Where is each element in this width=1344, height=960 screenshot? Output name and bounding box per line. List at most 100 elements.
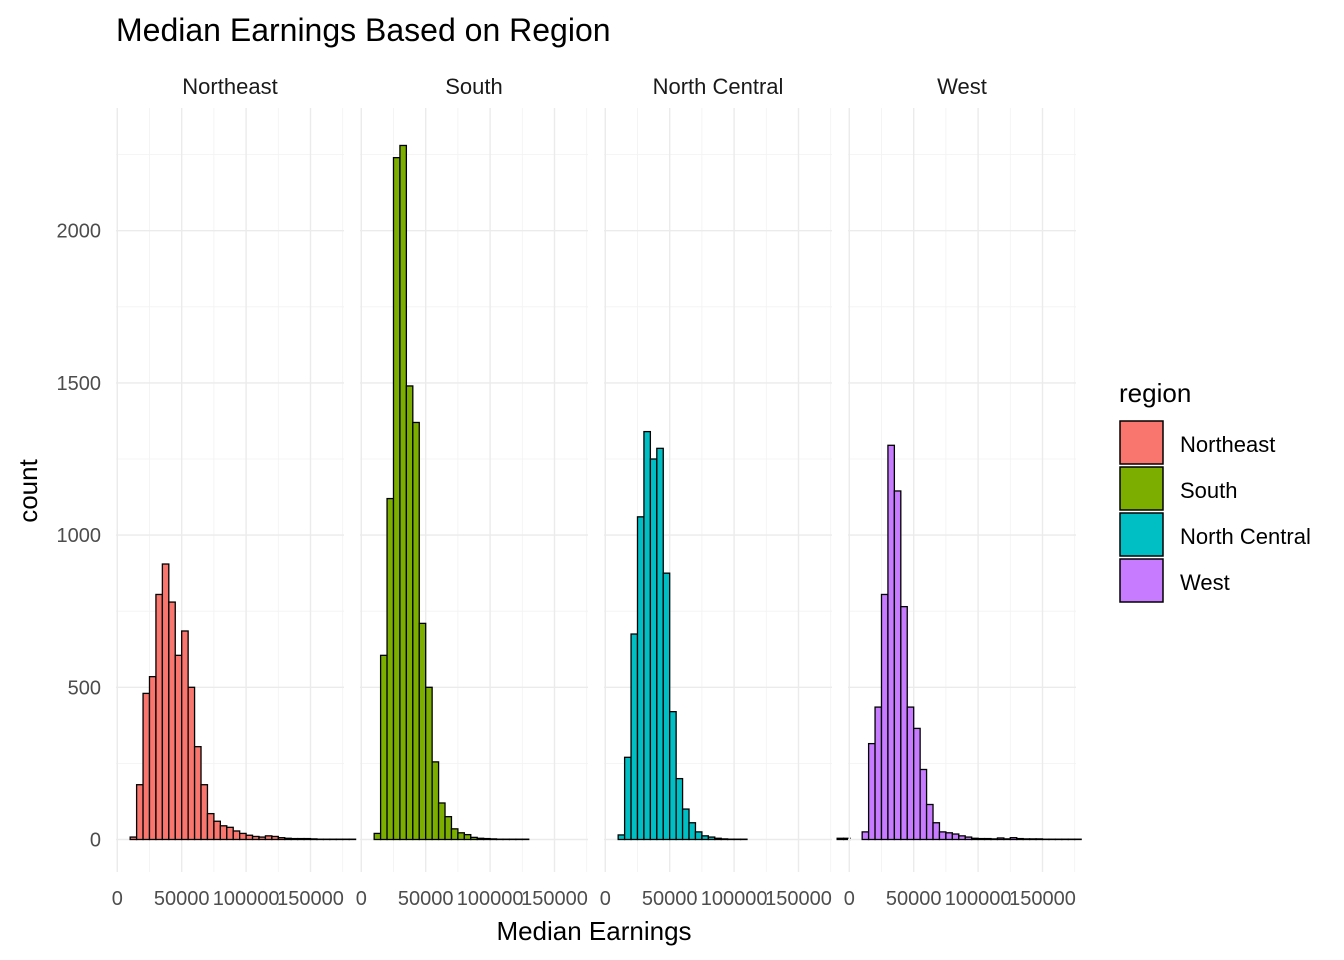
x-tick-label: 50000 [398,888,454,910]
histogram-bar [887,444,896,841]
histogram-bar [213,820,221,841]
x-tick-label: 0 [112,888,123,910]
histogram-bar [296,837,305,841]
histogram-bar [232,830,241,841]
facet-strip-label: Northeast [182,74,277,99]
histogram-bar [938,831,947,841]
histogram-bar [630,633,639,841]
facet-strip-label: South [445,74,503,99]
histogram-bar [200,784,209,841]
legend-label: Northeast [1180,432,1275,457]
histogram-bar [617,834,626,841]
histogram-bar [405,385,414,841]
histogram-bar [470,836,478,841]
histogram-bar [906,706,915,841]
histogram-bar [239,832,247,841]
histogram-bar [971,837,979,841]
legend-title: region [1119,378,1191,408]
histogram-bar [412,421,420,841]
histogram-bar [418,622,427,841]
y-tick-label: 500 [68,677,101,699]
histogram-bar [701,835,709,841]
histogram-bar [675,777,684,841]
legend-key [1119,512,1164,557]
histogram-bar [457,832,465,841]
histogram-bar [129,836,138,841]
histogram-bar [303,837,312,841]
x-tick-label: 50000 [154,888,210,910]
histogram-bar [643,430,652,841]
histogram-bar [206,812,215,841]
histogram-bar [694,831,703,841]
facet-strip-label: West [937,74,987,99]
histogram-bar [251,835,260,841]
x-tick-label: 100000 [457,888,524,910]
legend-label: West [1180,570,1230,595]
histogram-bar [996,837,1005,841]
x-tick-label: 150000 [521,888,588,910]
histogram-bar [649,458,658,841]
legend-label: South [1180,478,1238,503]
histogram-bar [861,831,870,841]
histogram-bar [309,838,318,841]
histogram-bar [161,563,170,841]
histogram-bar [483,837,491,841]
histogram-bar [444,816,453,841]
histogram-bar [135,784,144,841]
histogram-bar [476,837,485,841]
histogram-bar [174,654,183,841]
legend-key [1119,466,1164,511]
legend: region Northeast South North Central West [1119,378,1311,603]
histogram-bar [925,803,934,841]
histogram-bar [373,832,382,841]
x-tick-label: 50000 [886,888,942,910]
histogram-bar [836,837,845,841]
y-axis: 0 500 1000 1500 2000 [57,221,102,852]
x-tick-label: 0 [844,888,855,910]
histogram-bar [945,832,953,841]
histogram-bar [284,837,292,841]
histogram-bar [707,836,716,841]
histogram-bar [932,822,941,841]
histogram-bar [880,593,889,841]
x-tick-label: 50000 [642,888,698,910]
histogram-bar [392,156,401,841]
histogram-bar [187,686,196,841]
histogram-bar [874,706,883,841]
histogram-bar [379,654,388,841]
histogram-bar [681,808,690,841]
histogram-bar [714,837,722,841]
histogram-bar [148,675,157,841]
x-axis-title: Median Earnings [496,916,691,946]
x-tick-label: 150000 [277,888,344,910]
x-tick-label: 0 [600,888,611,910]
y-axis-title: count [13,458,43,522]
legend-key [1119,420,1164,465]
y-tick-label: 0 [90,830,101,852]
x-tick-label: 100000 [213,888,280,910]
histogram-bar [399,144,408,841]
histogram-bar [990,838,999,841]
histogram-bar [425,686,433,841]
y-tick-label: 1000 [57,525,102,547]
histogram-bar [636,516,645,841]
histogram-bar [1022,838,1031,841]
y-tick-label: 2000 [57,221,102,243]
histogram-bar [688,822,697,841]
x-tick-label: 150000 [765,888,832,910]
histogram-bar [142,692,151,841]
legend-label: North Central [1180,524,1311,549]
histogram-bar [386,497,395,841]
histogram-bar [977,837,986,841]
histogram-bar [264,835,273,841]
histogram-bar [662,572,671,841]
histogram-bar [290,837,299,841]
x-tick-label: 0 [356,888,367,910]
histogram-bar [867,742,876,841]
histogram-bar [431,761,440,841]
histogram-bar [450,828,459,841]
histogram-bar [463,833,472,841]
